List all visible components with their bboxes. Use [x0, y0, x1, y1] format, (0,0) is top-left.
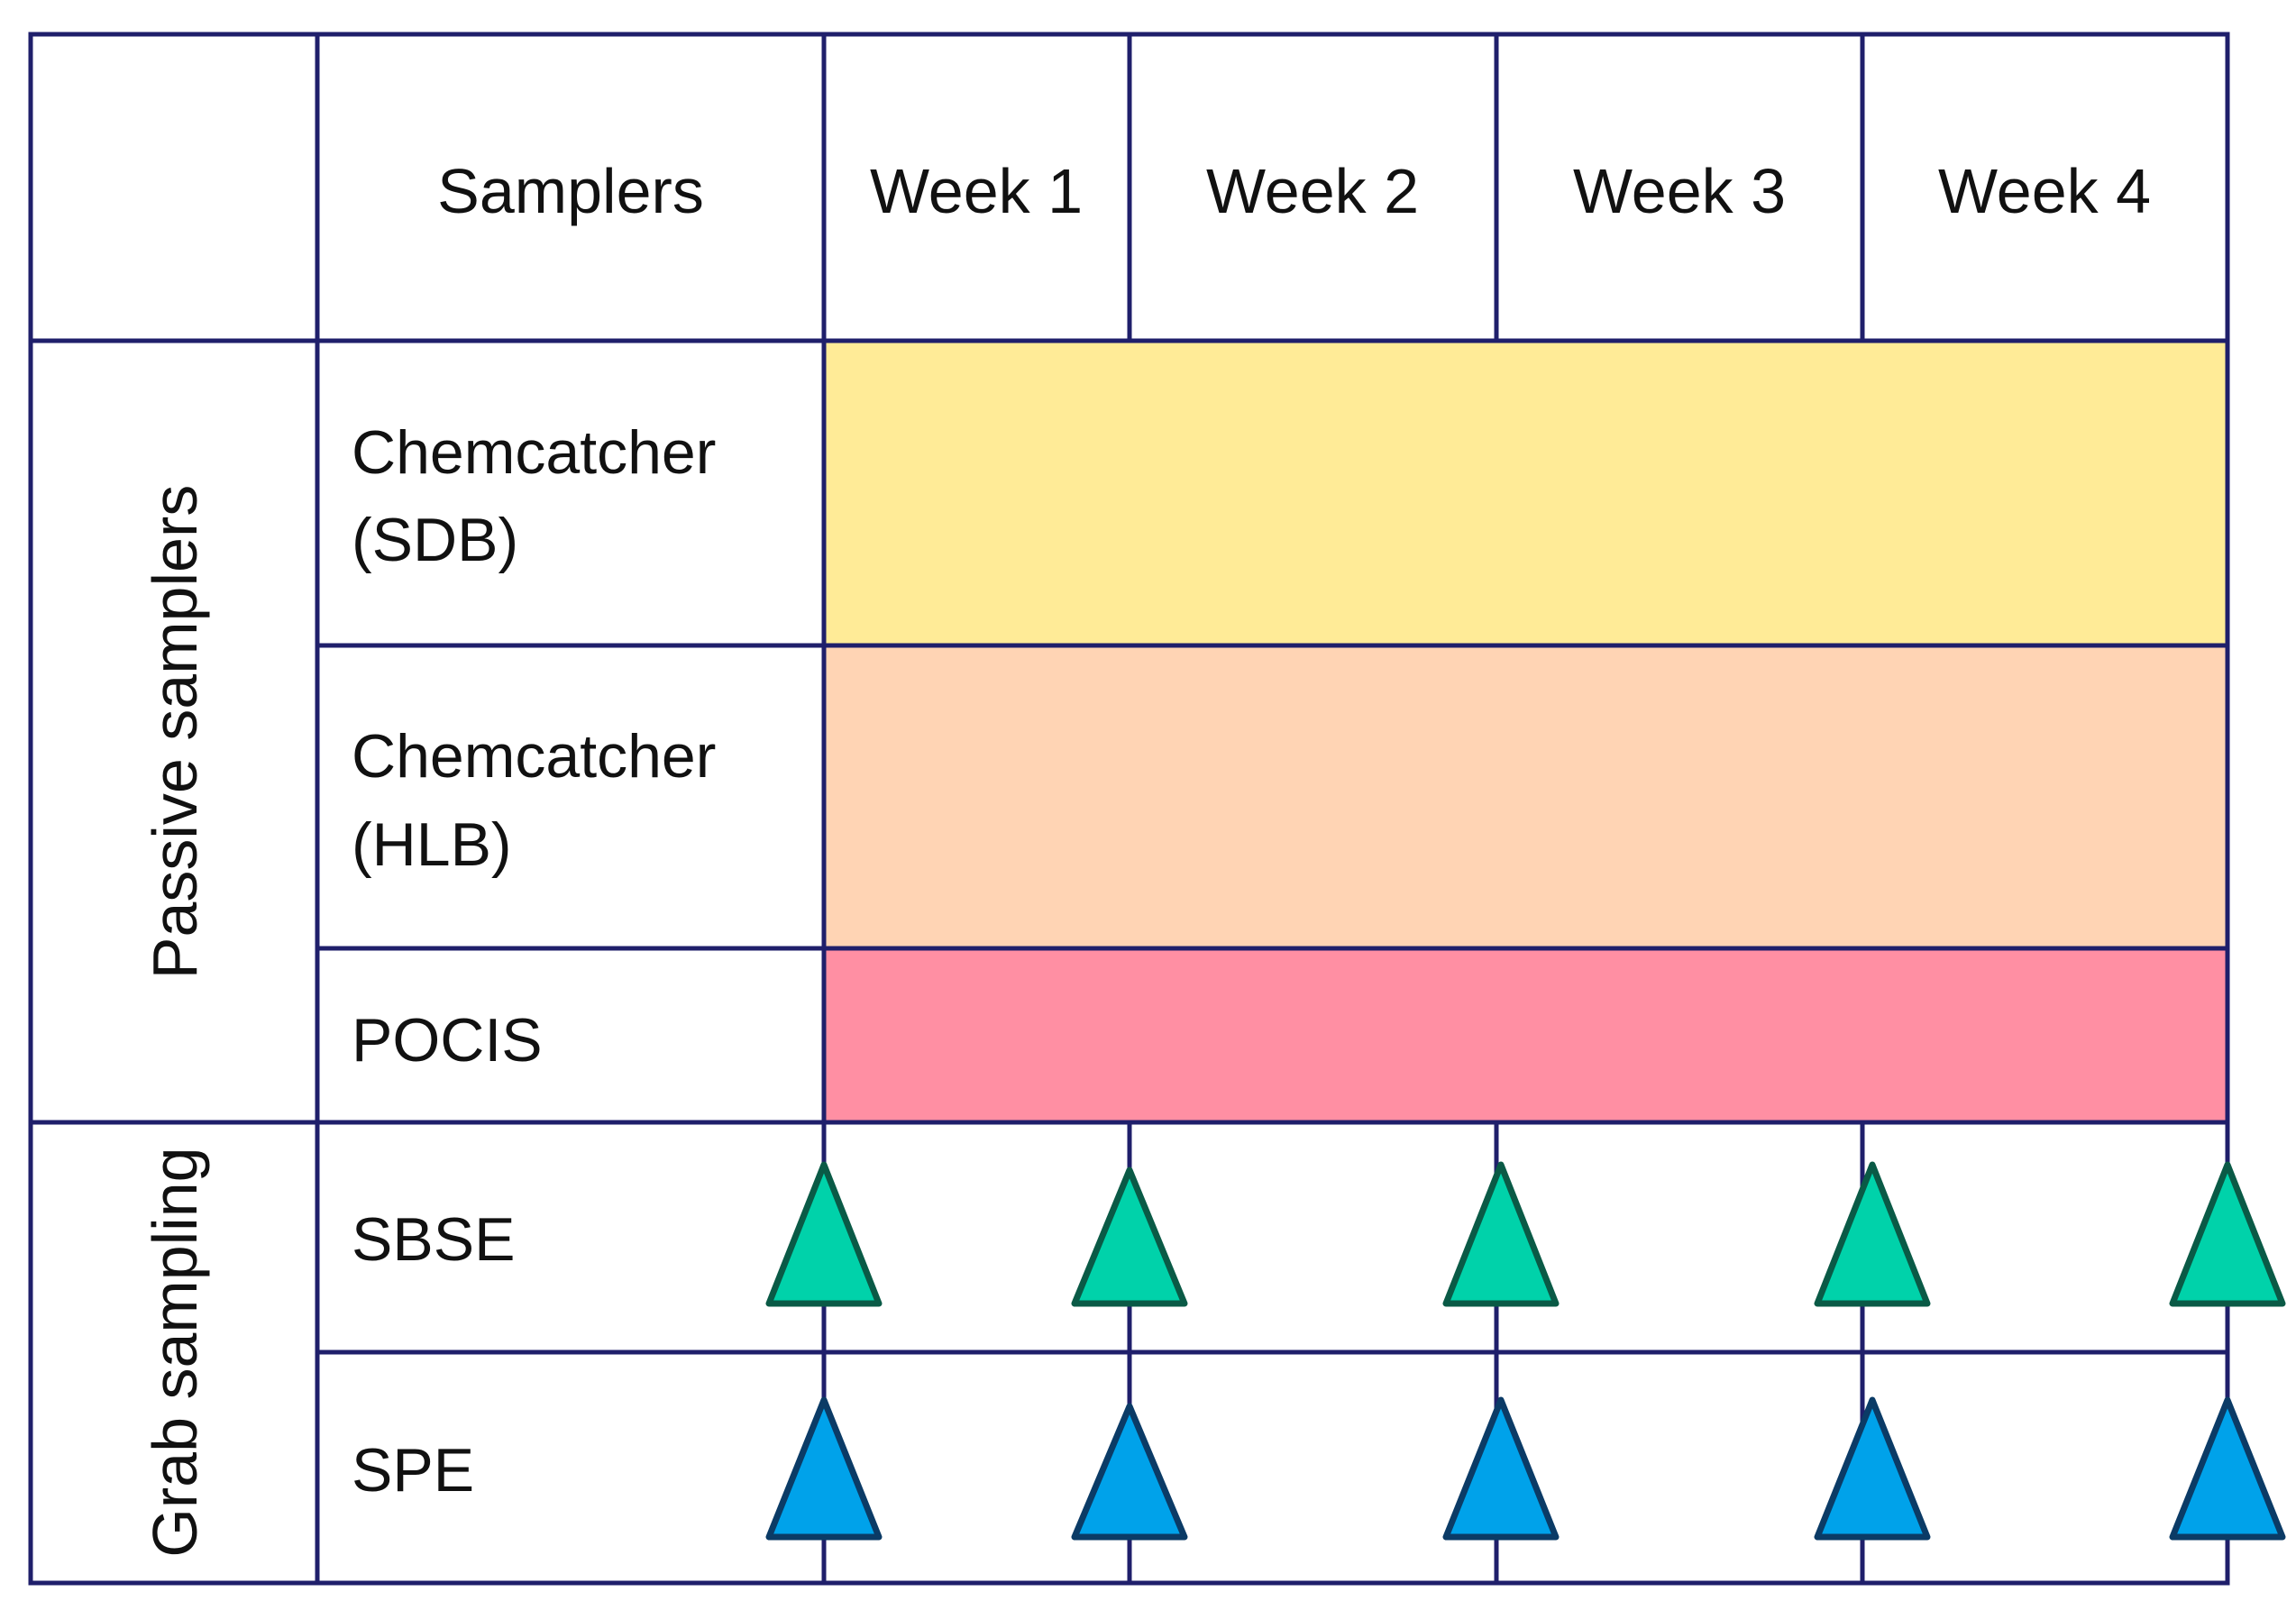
- week-4-header: Week 4: [1938, 156, 2151, 226]
- grab-sampling-group-label: Grab sampling: [140, 1147, 210, 1557]
- week-3-header: Week 3: [1573, 156, 1786, 226]
- chemcatcher-hlb-bar: [824, 645, 2227, 948]
- spe-marker-week-2-end: [1442, 1396, 1560, 1541]
- spe-marker-week-1-start: [765, 1396, 883, 1541]
- spe-marker-week-3-end: [1814, 1396, 1931, 1541]
- chemcatcher-sdb-bar: [824, 341, 2227, 645]
- spe-label: SPE: [352, 1436, 474, 1505]
- chemcatcher-sdb-label-line2: (SDB): [352, 506, 518, 574]
- spe-marker-week-1-end: [1071, 1403, 1188, 1541]
- week-1-header: Week 1: [870, 156, 1083, 226]
- pocis-bar: [824, 948, 2227, 1122]
- spe-markers: [765, 1396, 2286, 1541]
- sbse-marker-week-3-end: [1814, 1161, 1931, 1307]
- pocis-label: POCIS: [352, 1006, 543, 1075]
- sbse-label: SBSE: [352, 1205, 515, 1274]
- sbse-marker-week-4-end: [2169, 1161, 2286, 1307]
- sbse-marker-week-2-end: [1442, 1161, 1560, 1307]
- passive-samplers-group-label: Passive samplers: [140, 485, 210, 980]
- spe-marker-week-4-end: [2169, 1396, 2286, 1541]
- sbse-marker-week-1-end: [1071, 1166, 1188, 1307]
- sbse-marker-week-1-start: [765, 1161, 883, 1307]
- chemcatcher-hlb-label-line2: (HLB): [352, 810, 512, 879]
- chemcatcher-sdb-label-line1: Chemcatcher: [352, 418, 716, 487]
- week-2-header: Week 2: [1206, 156, 1419, 226]
- sbse-markers: [765, 1161, 2286, 1307]
- chemcatcher-hlb-label-line1: Chemcatcher: [352, 722, 716, 791]
- samplers-header: Samplers: [437, 156, 704, 226]
